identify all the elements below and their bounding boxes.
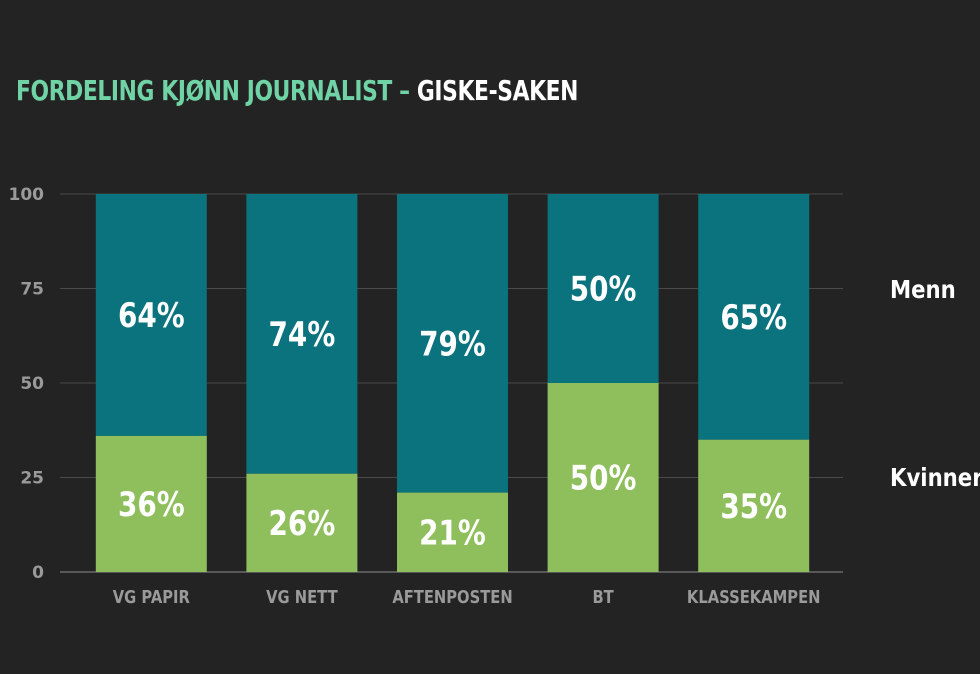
y-tick-label: 75: [20, 280, 44, 300]
y-tick-label: 100: [9, 185, 45, 205]
data-label-menn: 74%: [269, 315, 336, 354]
data-label-menn: 79%: [419, 325, 486, 364]
data-label-kvinner: 50%: [570, 459, 637, 498]
chart-title-part1: FORDELING KJØNN JOURNALIST: [16, 74, 392, 107]
chart-title-part2: GISKE-SAKEN: [416, 74, 579, 107]
bar-kvinner: [397, 492, 508, 572]
bar-menn: [246, 194, 358, 474]
legend-kvinner: Kvinner: [890, 463, 980, 492]
data-label-kvinner: 35%: [720, 487, 787, 526]
bar-menn: [547, 194, 659, 383]
bar-kvinner: [698, 439, 810, 572]
x-tick-label: VG NETT: [266, 587, 338, 608]
x-tick-label: AFTENPOSTEN: [392, 587, 512, 608]
bar-menn: [397, 194, 508, 493]
data-label-kvinner: 21%: [419, 514, 486, 553]
data-label-menn: 64%: [118, 296, 185, 335]
data-label-menn: 50%: [570, 270, 637, 309]
x-tick-label: KLASSEKAMPEN: [687, 587, 821, 608]
bar-menn: [95, 194, 207, 436]
bar-menn: [698, 194, 810, 440]
data-label-menn: 65%: [720, 298, 787, 337]
chart-title-dash: –: [399, 74, 410, 107]
chart-title: FORDELING KJØNN JOURNALIST – GISKE-SAKEN: [16, 74, 578, 107]
y-tick-label: 25: [20, 469, 44, 489]
y-tick-label: 50: [20, 374, 44, 394]
bar-kvinner: [95, 435, 207, 572]
x-tick-label: BT: [592, 587, 614, 608]
bar-kvinner: [246, 473, 358, 572]
legend-menn: Menn: [890, 275, 956, 304]
y-tick-label: 0: [32, 563, 44, 583]
x-tick-label: VG PAPIR: [113, 587, 190, 608]
data-label-kvinner: 36%: [118, 485, 185, 524]
bar-kvinner: [547, 383, 659, 572]
data-label-kvinner: 26%: [269, 504, 336, 543]
